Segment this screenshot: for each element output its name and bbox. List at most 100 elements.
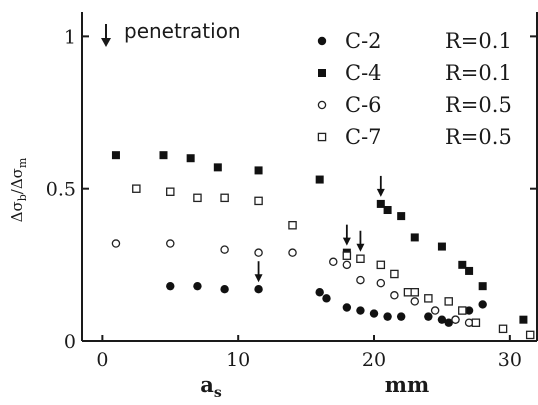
- legend-r-label: R=0.1: [445, 61, 512, 85]
- x-tick-label: 0: [96, 349, 108, 371]
- data-point: [166, 281, 175, 291]
- data-point: [376, 199, 385, 208]
- legend-r-label: R=0.1: [445, 29, 512, 53]
- data-point: [220, 193, 229, 203]
- data-point: [498, 324, 508, 334]
- y-axis-label-group: Δσb/Δσm: [8, 157, 29, 222]
- ticks: 0 10 20 30 0 0.5 1: [46, 26, 537, 371]
- penetration-annotation: penetration: [101, 19, 241, 47]
- series-c-4: [111, 151, 528, 324]
- data-point: [166, 187, 175, 196]
- y-tick-label: 1: [64, 26, 76, 48]
- data-point: [519, 315, 528, 324]
- y-axis-label: Δσb/Δσm: [8, 157, 29, 222]
- data-point: [437, 242, 446, 251]
- legend-marker: [317, 100, 327, 110]
- penetration-arrow-head: [376, 188, 385, 197]
- legend-marker: [318, 69, 326, 77]
- data-point: [356, 306, 365, 315]
- data-point: [342, 260, 352, 270]
- data-point: [458, 260, 467, 269]
- penetration-arrow-head: [254, 274, 263, 283]
- x-axis-label: as: [200, 372, 222, 401]
- penetration-arrow-head: [356, 243, 365, 252]
- data-point: [111, 151, 120, 160]
- data-point: [342, 303, 352, 312]
- data-point: [213, 163, 222, 172]
- data-point: [166, 239, 175, 248]
- data-point: [193, 193, 202, 203]
- data-point: [254, 166, 263, 175]
- legend: C-2 R=0.1 C-4 R=0.1 C-6 R=0.5 C-7 R=0.5: [317, 29, 512, 149]
- penetration-arrows: [254, 175, 385, 283]
- data-point: [193, 281, 202, 291]
- data-point: [410, 233, 419, 242]
- series-c-2: [166, 281, 487, 327]
- data-point: [390, 269, 399, 279]
- data-point: [186, 154, 195, 163]
- data-point: [132, 184, 141, 193]
- penetration-legend-arrow-head: [101, 38, 111, 47]
- data-point: [397, 212, 406, 221]
- x-axis-unit: mm: [385, 372, 429, 397]
- penetration-label: penetration: [124, 19, 241, 43]
- legend-series-name: C-4: [345, 61, 382, 85]
- data-point: [471, 318, 481, 327]
- data-point: [444, 297, 453, 306]
- series-c-6: [111, 239, 474, 327]
- data-point: [376, 260, 386, 270]
- data-marks: [111, 151, 535, 340]
- data-point: [390, 291, 399, 300]
- data-point: [430, 306, 440, 315]
- data-point: [410, 297, 420, 306]
- data-point: [369, 309, 379, 318]
- data-point: [220, 285, 229, 294]
- data-point: [424, 312, 433, 321]
- data-point: [315, 288, 324, 297]
- data-point: [315, 175, 324, 184]
- legend-marker: [317, 36, 327, 46]
- x-tick-label: 10: [226, 349, 250, 371]
- legend-series-name: C-7: [345, 125, 382, 149]
- data-point: [288, 220, 297, 230]
- data-point: [525, 330, 535, 340]
- y-tick-label: 0.5: [46, 179, 76, 201]
- data-point: [396, 312, 406, 321]
- data-point: [437, 315, 447, 324]
- data-point: [376, 278, 386, 288]
- legend-series-name: C-2: [345, 29, 382, 53]
- data-point: [464, 306, 474, 315]
- data-point: [410, 288, 420, 297]
- legend-marker: [317, 132, 327, 142]
- data-point: [424, 294, 433, 303]
- data-point: [254, 285, 263, 294]
- axes: [81, 12, 538, 342]
- data-point: [159, 151, 168, 160]
- data-point: [478, 282, 487, 291]
- data-point: [329, 257, 338, 267]
- data-point: [444, 318, 453, 327]
- x-tick-label: 20: [362, 349, 386, 371]
- data-point: [342, 251, 352, 260]
- data-point: [254, 248, 263, 257]
- data-point: [356, 254, 365, 263]
- data-point: [322, 294, 331, 303]
- data-point: [111, 239, 121, 248]
- x-tick-label: 30: [498, 349, 522, 371]
- series-c-7: [132, 184, 535, 340]
- data-point: [220, 245, 229, 254]
- legend-series-name: C-6: [345, 93, 382, 117]
- data-point: [451, 315, 460, 324]
- data-point: [464, 318, 474, 327]
- data-point: [465, 266, 474, 275]
- legend-r-label: R=0.5: [445, 125, 512, 149]
- data-point: [356, 275, 365, 285]
- data-point: [383, 312, 392, 321]
- data-point: [254, 196, 263, 206]
- data-point: [403, 288, 413, 297]
- penetration-arrow-head: [342, 237, 351, 246]
- y-tick-label: 0: [64, 331, 76, 353]
- data-point: [288, 248, 297, 257]
- data-point: [458, 306, 467, 315]
